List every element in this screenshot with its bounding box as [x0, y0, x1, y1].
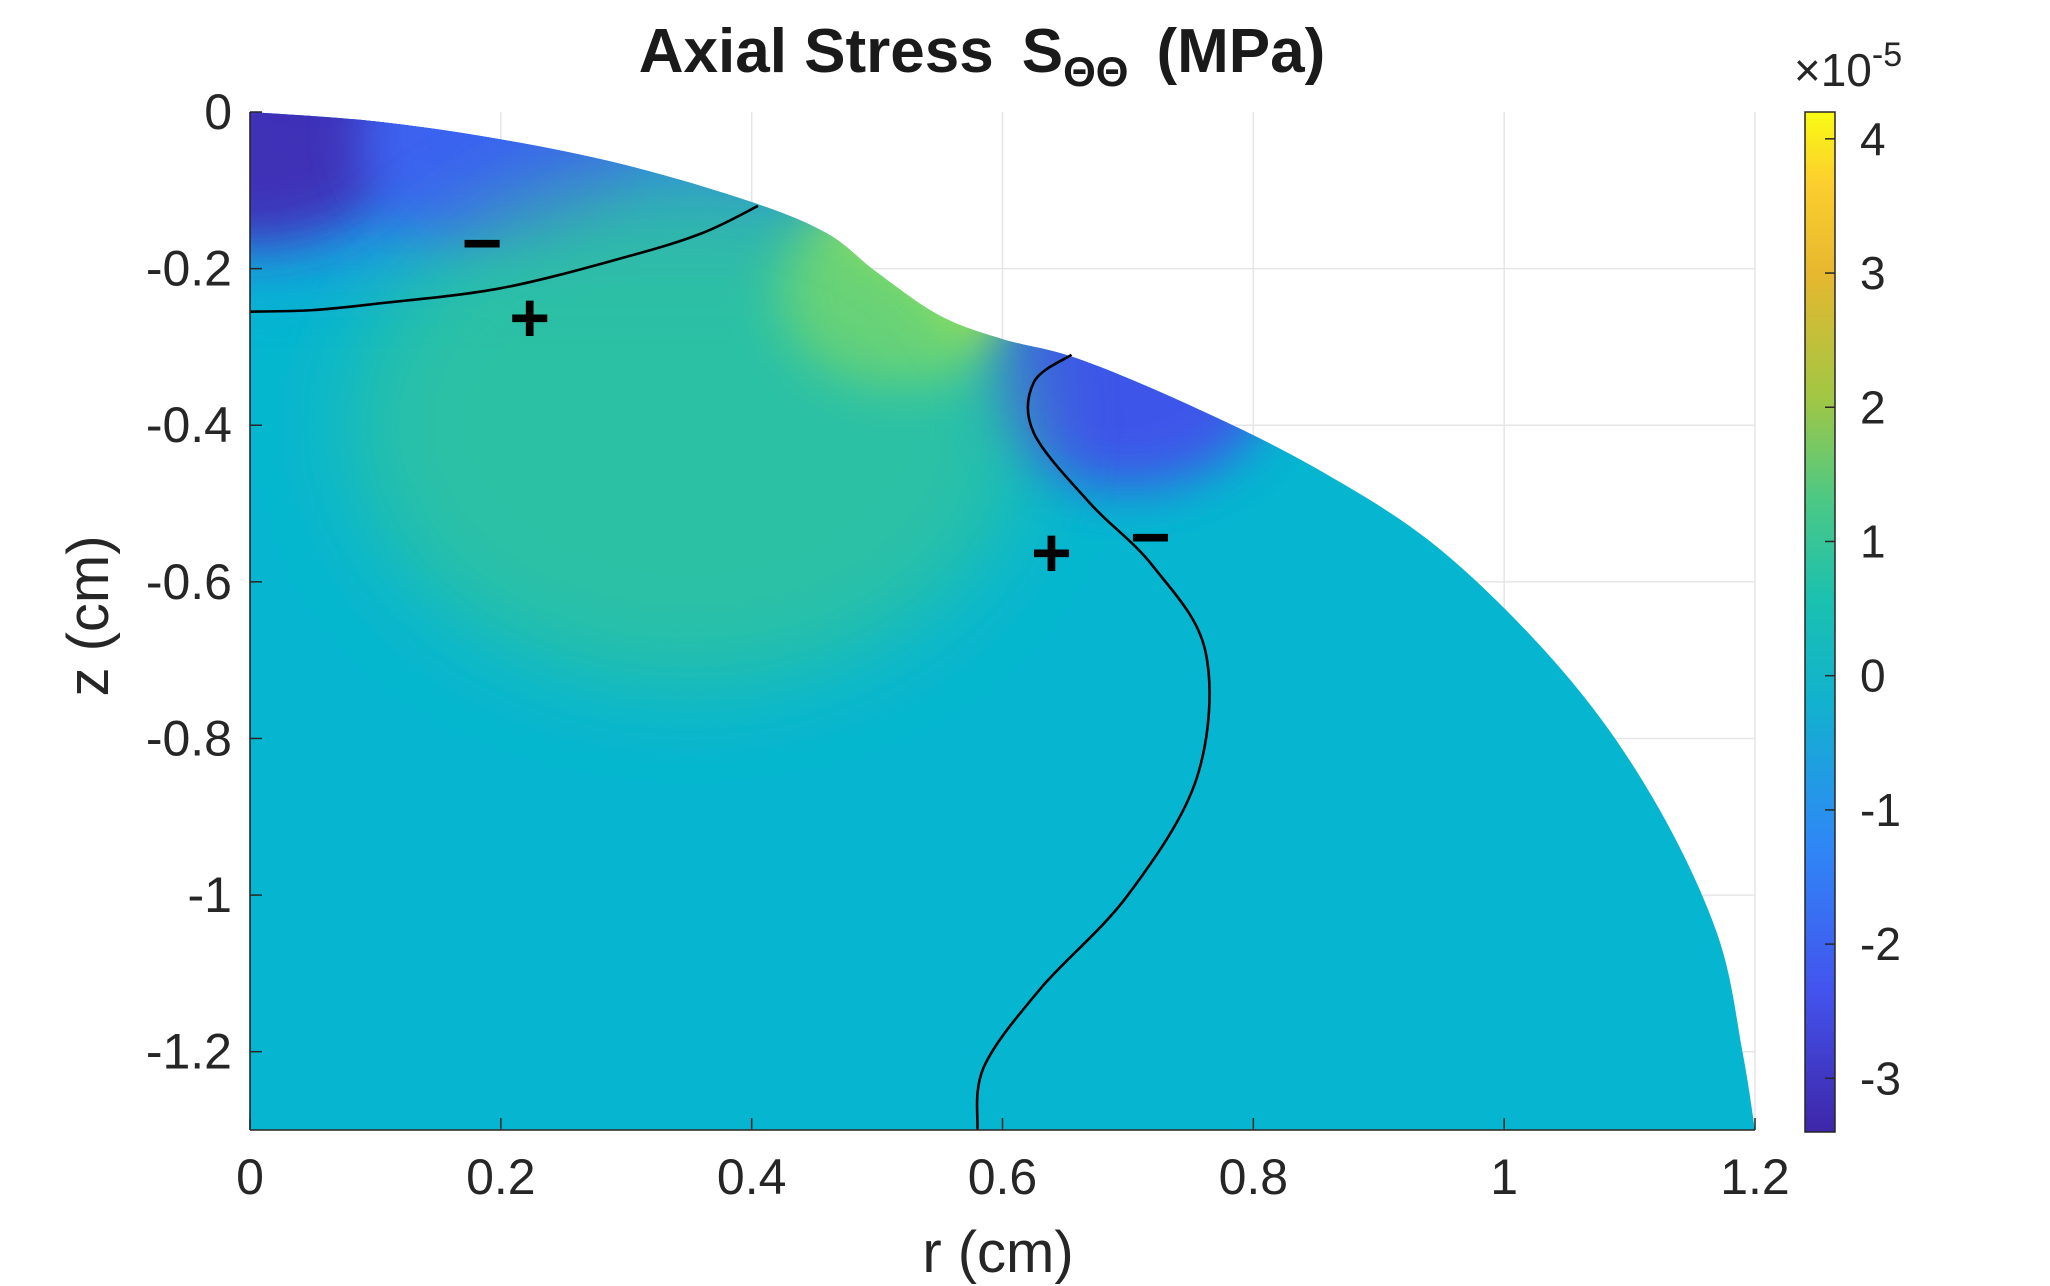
y-axis-label: z (cm): [56, 535, 121, 696]
sign-annotation: +: [509, 279, 550, 357]
title-quantity: S: [1022, 17, 1063, 86]
y-tick-label: -0.6: [146, 554, 232, 610]
colorbar-exponent: ×10-5: [1794, 36, 1902, 96]
x-tick-label: 0.2: [466, 1149, 536, 1205]
colorbar: 4 3 2 1 0 -1 -2 -3 ×10-5: [1794, 36, 1902, 1133]
x-tick-label: 0.8: [1219, 1149, 1289, 1205]
field-hot-spot: [350, 165, 1027, 686]
y-tick-label: -1: [188, 867, 232, 923]
colorbar-tick-label: -1: [1860, 784, 1901, 836]
sign-annotation: −: [1130, 498, 1171, 576]
colorbar-gradient: [1804, 111, 1836, 1133]
x-tick-label: 0.6: [968, 1149, 1038, 1205]
x-axis-ticks: 0 0.2 0.4 0.6 0.8 1 1.2: [236, 1118, 1790, 1205]
sign-annotation: +: [1031, 513, 1072, 591]
chart-title: Axial Stress SΘΘ (MPa): [639, 17, 1325, 95]
sign-annotations: −++ −: [462, 204, 1171, 591]
colorbar-ticks: 4 3 2 1 0 -1 -2 -3: [1825, 113, 1901, 1104]
title-text: Axial Stress: [639, 17, 994, 86]
x-tick-label: 1: [1490, 1149, 1518, 1205]
colorbar-tick-label: 4: [1860, 113, 1886, 165]
contour-lines: [249, 204, 1211, 1131]
x-tick-label: 1.2: [1720, 1149, 1790, 1205]
y-tick-label: 0: [204, 84, 232, 140]
x-axis-label: r (cm): [922, 1220, 1073, 1285]
title-units: (MPa): [1156, 17, 1325, 86]
zero-contour-side: [975, 353, 1211, 1131]
colorbar-tick-label: 1: [1860, 515, 1886, 567]
sign-annotation: −: [462, 204, 503, 282]
y-tick-label: -0.2: [146, 241, 232, 297]
colorbar-tick-label: 2: [1860, 381, 1886, 433]
title-subscript: ΘΘ: [1063, 48, 1128, 95]
colorbar-tick-label: -3: [1860, 1052, 1901, 1104]
colorbar-tick-label: 0: [1860, 650, 1886, 702]
plot-area: −++ − 0 0.2 0.4 0.6 0.8 1 1.2 0-0.2-0.4-0.6-0.8…: [146, 84, 1790, 1205]
x-tick-label: 0.4: [717, 1149, 787, 1205]
x-tick-label: 0: [236, 1149, 264, 1205]
y-tick-label: -0.4: [146, 397, 232, 453]
field-hot-spot: [250, 112, 419, 242]
colorbar-exponent-power: -5: [1872, 36, 1902, 74]
zero-contour-top: [249, 204, 759, 313]
y-tick-label: -1.2: [146, 1024, 232, 1080]
colorbar-tick-label: -2: [1860, 918, 1901, 970]
y-axis-ticks: 0 -0.2 -0.4 -0.6 -0.8 -1 -1.2: [146, 84, 262, 1080]
colorbar-exponent-base: ×10: [1794, 44, 1872, 96]
y-tick-label: -0.8: [146, 710, 232, 766]
colorbar-tick-label: 3: [1860, 247, 1886, 299]
